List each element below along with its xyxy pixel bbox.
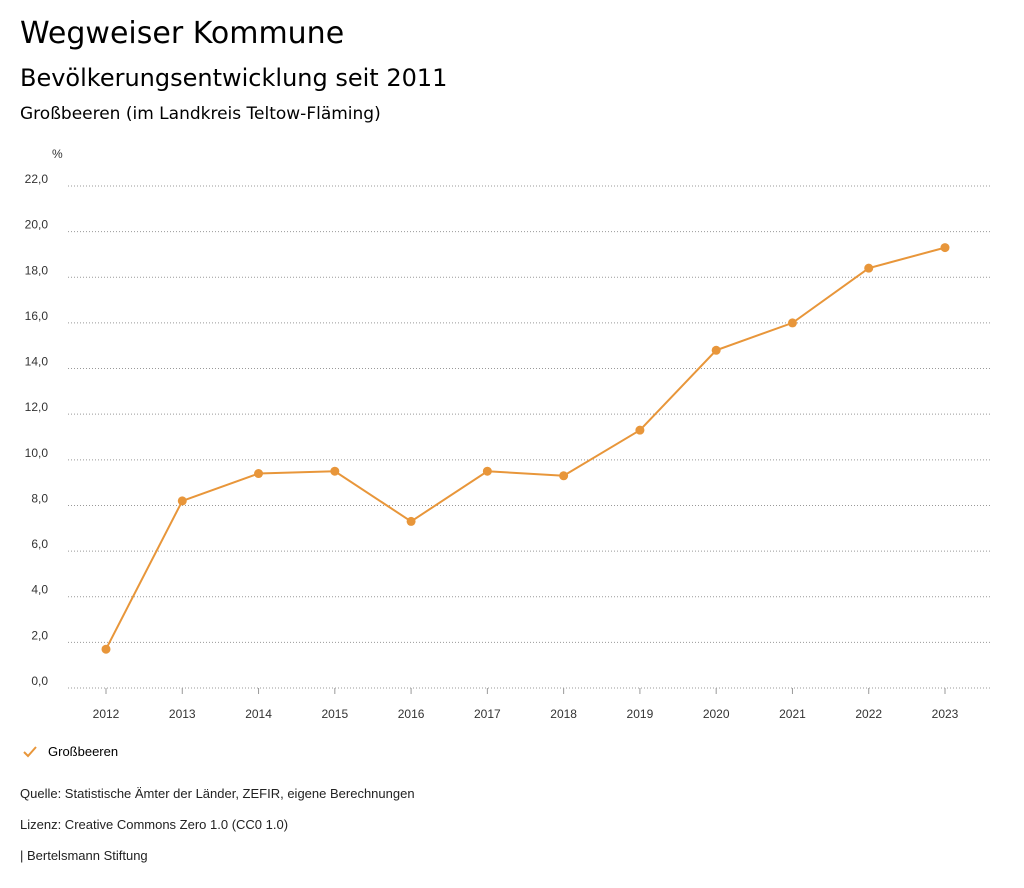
- data-point[interactable]: [711, 345, 721, 355]
- x-tick-label: 2013: [169, 707, 196, 721]
- source-note: Quelle: Statistische Ämter der Länder, Z…: [20, 786, 415, 801]
- data-point[interactable]: [330, 466, 340, 476]
- data-point[interactable]: [787, 318, 797, 328]
- y-tick-label: 10,0: [25, 446, 49, 460]
- data-point[interactable]: [864, 263, 874, 273]
- data-point[interactable]: [177, 496, 187, 506]
- chart-subtitle: Bevölkerungsentwicklung seit 2011: [20, 64, 448, 92]
- data-point[interactable]: [559, 471, 569, 481]
- x-tick-label: 2014: [245, 707, 272, 721]
- x-tick-label: 2022: [855, 707, 882, 721]
- x-tick-label: 2017: [474, 707, 501, 721]
- legend[interactable]: Großbeeren: [22, 744, 118, 759]
- checkmark-icon: [23, 745, 37, 757]
- y-tick-label: 20,0: [25, 218, 49, 232]
- y-tick-label: 12,0: [25, 400, 49, 414]
- y-tick-label: 22,0: [25, 172, 49, 186]
- x-tick-label: 2012: [93, 707, 120, 721]
- y-tick-label: 2,0: [31, 628, 48, 642]
- x-tick-label: 2021: [779, 707, 806, 721]
- x-tick-label: 2019: [627, 707, 654, 721]
- series-line: [105, 246, 946, 650]
- x-tick-label: 2015: [321, 707, 348, 721]
- y-tick-label: 8,0: [31, 491, 48, 505]
- region-title: Großbeeren (im Landkreis Teltow-Fläming): [20, 104, 381, 124]
- y-tick-label: 6,0: [31, 537, 48, 551]
- x-tick-label: 2023: [932, 707, 959, 721]
- x-tick-label: 2018: [550, 707, 577, 721]
- y-tick-label: 16,0: [25, 309, 49, 323]
- data-point[interactable]: [482, 466, 492, 476]
- line-chart: % 0,0 2,0 4,0 6,0 8,0 10,0 12,0 14,0 16,0 18,0 20,…: [25, 147, 990, 721]
- y-tick-label: 0,0: [31, 674, 48, 688]
- data-point[interactable]: [406, 516, 416, 526]
- data-point[interactable]: [940, 243, 950, 253]
- data-point[interactable]: [254, 469, 264, 479]
- data-point[interactable]: [101, 644, 111, 654]
- y-tick-label: 4,0: [31, 583, 48, 597]
- publisher-note: | Bertelsmann Stiftung: [20, 848, 148, 863]
- x-tick-label: 2016: [398, 707, 425, 721]
- x-tick-label: 2020: [703, 707, 730, 721]
- y-unit-label: %: [52, 147, 63, 161]
- y-tick-label: 18,0: [25, 263, 49, 277]
- y-tick-label: 14,0: [25, 355, 49, 369]
- legend-label: Großbeeren: [48, 744, 119, 759]
- data-point[interactable]: [635, 425, 645, 435]
- page-title: Wegweiser Kommune: [20, 16, 345, 51]
- license-note: Lizenz: Creative Commons Zero 1.0 (CC0 1…: [20, 817, 289, 832]
